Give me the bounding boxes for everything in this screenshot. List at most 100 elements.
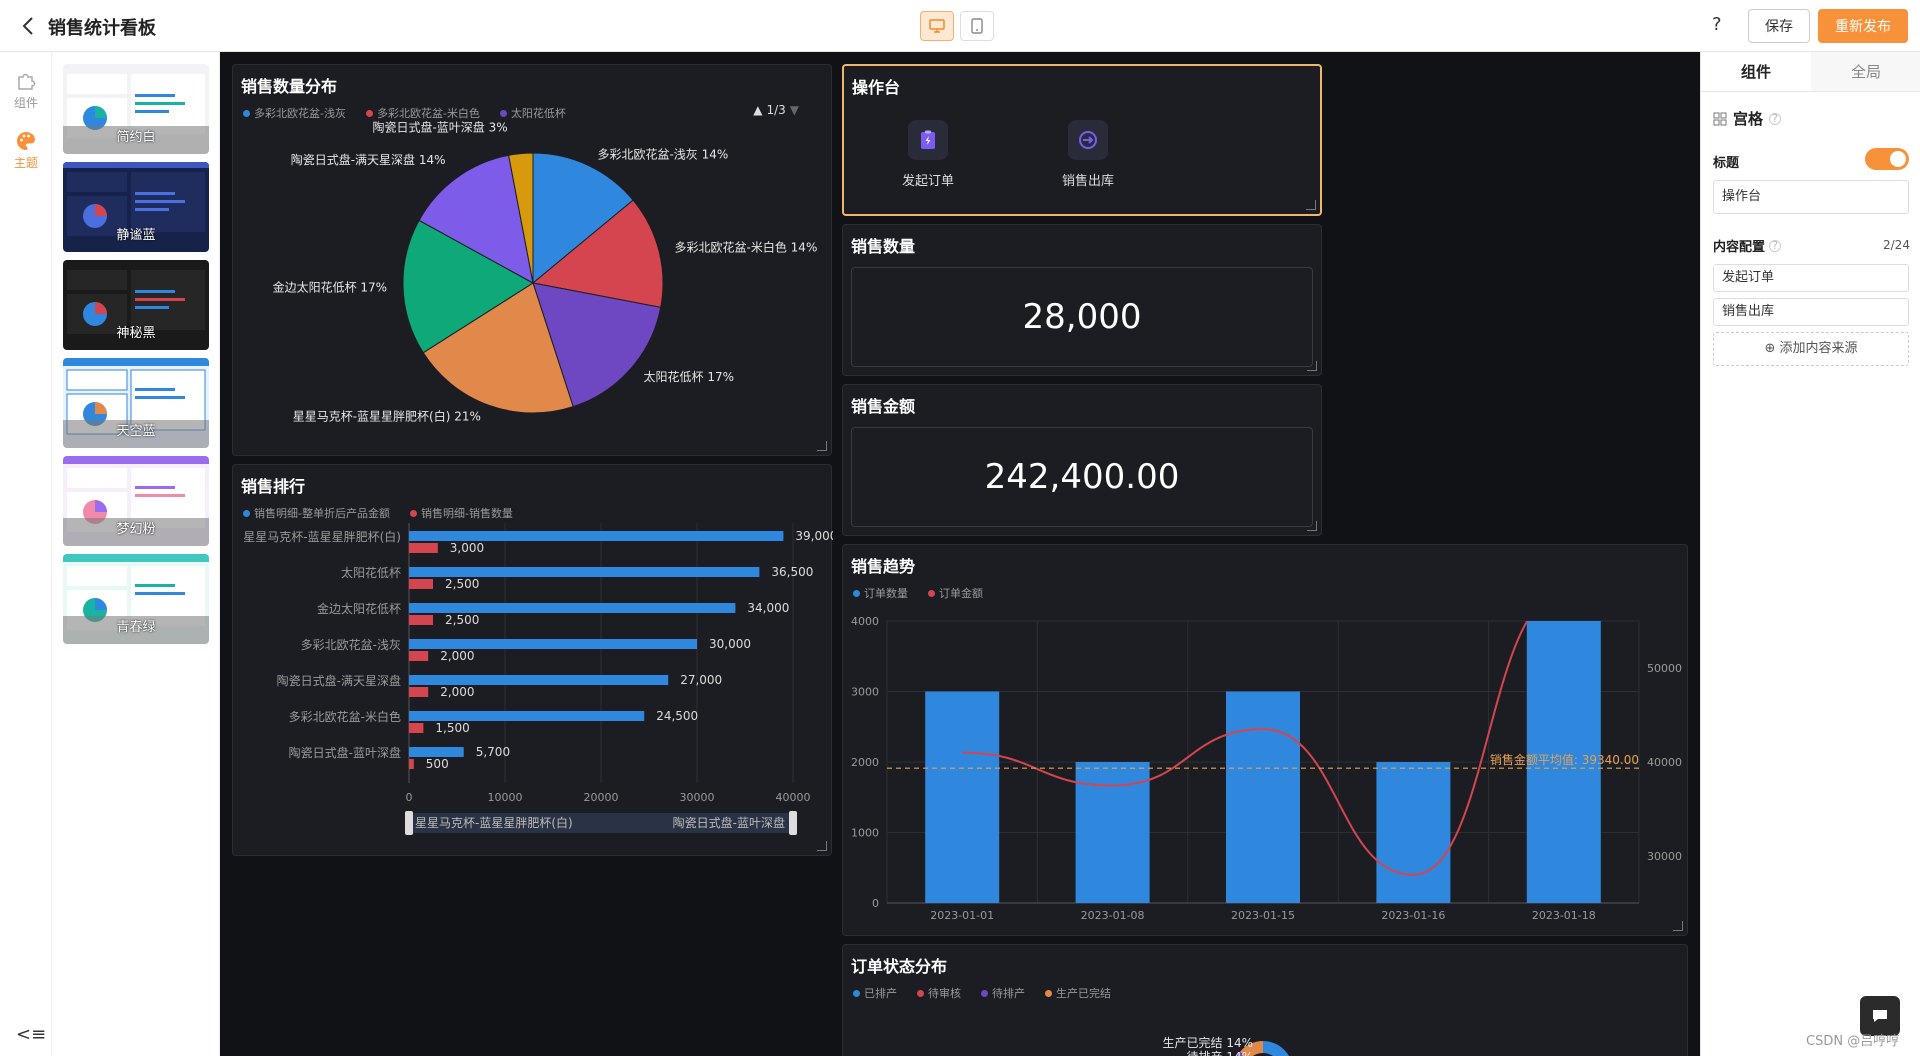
resize-handle[interactable] bbox=[1307, 361, 1317, 371]
amount-bar-label: 5,700 bbox=[476, 745, 510, 759]
legend-item[interactable]: 多彩北欧花盆-浅灰 bbox=[243, 105, 346, 121]
legend-dot bbox=[853, 989, 860, 997]
qty-bar bbox=[409, 543, 438, 553]
amount-bar-label: 36,500 bbox=[771, 565, 813, 579]
save-button[interactable]: 保存 bbox=[1748, 9, 1810, 43]
qty-bar bbox=[409, 615, 433, 625]
legend-item[interactable]: 订单数量 bbox=[853, 585, 908, 601]
sales-ranking-card[interactable]: 销售排行 销售明细-整单折后产品金额 销售明细-销售数量 0 10000 20000… bbox=[232, 464, 833, 856]
chat-button[interactable] bbox=[1860, 996, 1900, 1036]
resize-handle[interactable] bbox=[817, 841, 827, 851]
kpi-value: 242,400.00 bbox=[851, 427, 1313, 527]
legend-item[interactable]: 生产已完结 bbox=[1045, 985, 1111, 1001]
legend-item[interactable]: 多彩北欧花盆-米白色 bbox=[365, 105, 480, 121]
desktop-view-button[interactable] bbox=[920, 11, 954, 41]
tab-global[interactable]: 全局 bbox=[1811, 52, 1920, 91]
donut-label: 生产已完结 14% bbox=[1163, 1035, 1254, 1050]
amount-bar bbox=[409, 639, 697, 649]
sales-trend-card[interactable]: 销售趋势 订单数量 订单金额 0 1000 2000 3000 4000 30000 400… bbox=[842, 544, 1688, 936]
legend-item[interactable]: 太阳花低杯 bbox=[499, 105, 566, 121]
amount-bar-label: 39,000 bbox=[795, 529, 833, 543]
sales-amount-card[interactable]: 销售金额 242,400.00 bbox=[842, 384, 1322, 536]
content-config-section: 内容配置 ? bbox=[1713, 236, 1782, 255]
resize-handle[interactable] bbox=[817, 441, 827, 451]
collapse-icon[interactable]: <≡ bbox=[16, 1024, 47, 1045]
page-title: 销售统计看板 bbox=[48, 18, 156, 39]
pie-slice bbox=[531, 199, 664, 308]
rail-item-themes[interactable]: 主题 bbox=[0, 122, 52, 178]
pie-slice-label: 陶瓷日式盘-蓝叶深盘 3% bbox=[372, 120, 507, 135]
donut-slice bbox=[1263, 1041, 1289, 1056]
resize-handle[interactable] bbox=[1673, 921, 1683, 931]
trend-legend: 订单数量 订单金额 bbox=[853, 585, 983, 601]
theme-label: 静谧蓝 bbox=[116, 228, 156, 243]
content-item[interactable]: 发起订单 bbox=[1713, 264, 1909, 292]
order-qty-bar bbox=[1526, 621, 1601, 903]
create-order-action[interactable]: 发起订单 bbox=[878, 120, 978, 189]
y-left-tick-label: 1000 bbox=[851, 827, 879, 840]
sales-qty-card[interactable]: 销售数量 28,000 bbox=[842, 224, 1322, 376]
theme-card-dream-pink[interactable]: 梦幻粉 bbox=[63, 456, 209, 546]
triangle-down-icon[interactable]: ▼ bbox=[789, 103, 799, 117]
category-label: 太阳花低杯 bbox=[341, 565, 401, 580]
category-label: 陶瓷日式盘-蓝叶深盘 bbox=[289, 745, 401, 760]
pie-slice bbox=[422, 282, 574, 414]
properties-panel: 组件 全局 宫格 ? 标题 操作台 内容配置 ? 2/24 发起订单 销售出库 … bbox=[1700, 52, 1920, 1056]
rail-item-components[interactable]: 组件 bbox=[0, 62, 52, 118]
theme-thumbnail bbox=[63, 64, 209, 154]
theme-card-simple-white[interactable]: 简约白 bbox=[63, 64, 209, 154]
legend-label: 生产已完结 bbox=[1056, 987, 1111, 1000]
amount-bar bbox=[409, 531, 784, 541]
order-status-card[interactable]: 订单状态分布 已排产 待审核 待排产 生产已完结 生产已完结 14%待排产 14… bbox=[842, 944, 1688, 1056]
triangle-up-icon[interactable]: ▲ bbox=[753, 103, 763, 117]
legend-item[interactable]: 订单金额 bbox=[928, 585, 983, 601]
sales-qty-distribution-card[interactable]: 销售数量分布 多彩北欧花盆-浅灰 多彩北欧花盆-米白色 太阳花低杯 ▲ 1/3 … bbox=[232, 64, 832, 456]
zoom-slider-handle-start bbox=[405, 811, 413, 835]
legend-item[interactable]: 待审核 bbox=[917, 985, 961, 1001]
tab-components[interactable]: 组件 bbox=[1701, 52, 1811, 91]
x-tick-label: 30000 bbox=[680, 791, 715, 804]
pie-slice-label: 太阳花低杯 17% bbox=[644, 369, 735, 384]
theme-card-youth-green[interactable]: 青春绿 bbox=[63, 554, 209, 644]
pie-slice-label: 陶瓷日式盘-满天星深盘 14% bbox=[291, 152, 446, 167]
republish-button[interactable]: 重新发布 bbox=[1818, 9, 1908, 43]
info-icon[interactable]: ? bbox=[1769, 239, 1782, 252]
amount-bar-label: 24,500 bbox=[656, 709, 698, 723]
qty-bar bbox=[409, 759, 414, 769]
legend-label: 已排产 bbox=[864, 987, 897, 1000]
card-title: 销售数量 bbox=[851, 237, 916, 256]
theme-card-sky-blue[interactable]: 天空蓝 bbox=[63, 358, 209, 448]
status-donut-chart: 生产已完结 14%待排产 14% bbox=[1163, 1035, 1289, 1056]
legend-item[interactable]: 已排产 bbox=[853, 985, 897, 1001]
theme-label: 天空蓝 bbox=[116, 424, 156, 439]
theme-card-mystery-black[interactable]: 神秘黑 bbox=[63, 260, 209, 350]
legend-dot bbox=[243, 109, 250, 117]
resize-handle[interactable] bbox=[1307, 521, 1317, 531]
resize-handle[interactable] bbox=[1306, 200, 1316, 210]
title-toggle[interactable] bbox=[1865, 148, 1909, 170]
legend-item[interactable]: 销售明细-销售数量 bbox=[409, 505, 513, 521]
legend-label: 订单数量 bbox=[864, 587, 908, 600]
console-card[interactable]: 操作台 发起订单 销售出库 bbox=[842, 64, 1322, 216]
grid-icon bbox=[1713, 112, 1727, 125]
info-icon[interactable]: ? bbox=[1769, 112, 1782, 125]
tablet-view-button[interactable] bbox=[960, 11, 994, 41]
legend-item[interactable]: 销售明细-整单折后产品金额 bbox=[243, 505, 390, 521]
sales-outbound-action[interactable]: 销售出库 bbox=[1038, 120, 1138, 189]
qty-bar-label: 2,500 bbox=[445, 613, 479, 627]
help-icon[interactable]: ? bbox=[1712, 14, 1722, 35]
pie-slice bbox=[508, 152, 534, 284]
legend-pager: ▲ 1/3 ▼ bbox=[753, 103, 799, 117]
grid-section: 宫格 ? bbox=[1713, 108, 1782, 129]
amount-bar bbox=[409, 747, 464, 757]
legend-item[interactable]: 待排产 bbox=[981, 985, 1025, 1001]
title-input[interactable]: 操作台 bbox=[1713, 180, 1909, 214]
trend-combo-chart: 0 1000 2000 3000 4000 30000 40000 50000 2023-01-… bbox=[851, 615, 1682, 922]
content-item[interactable]: 销售出库 bbox=[1713, 298, 1909, 326]
kpi-value: 28,000 bbox=[851, 267, 1313, 367]
add-content-source-button[interactable]: ⊕ 添加内容来源 bbox=[1713, 332, 1909, 366]
pie-slice bbox=[532, 282, 662, 408]
chevron-left-icon[interactable] bbox=[16, 13, 42, 39]
legend-label: 待排产 bbox=[992, 987, 1025, 1000]
theme-card-calm-blue[interactable]: 静谧蓝 bbox=[63, 162, 209, 252]
